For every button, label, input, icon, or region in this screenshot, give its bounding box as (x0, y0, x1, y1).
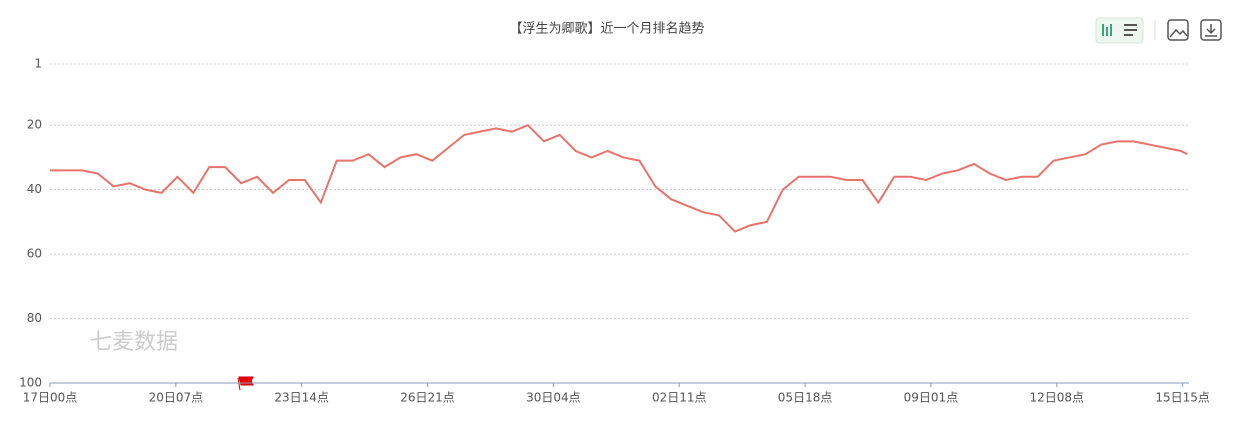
x-tick-label: 09日01点 (904, 391, 959, 405)
y-tick-label: 60 (27, 247, 42, 261)
toolbar (1095, 17, 1222, 44)
save-image-button[interactable] (1167, 19, 1189, 41)
y-tick-label: 1 (34, 57, 42, 71)
x-tick-label: 23日14点 (274, 391, 329, 405)
y-tick-label: 100 (19, 376, 42, 390)
list-icon (1124, 24, 1137, 36)
download-button[interactable] (1200, 19, 1222, 41)
watermark: 七麦数据 (90, 330, 178, 355)
x-tick-label: 12日08点 (1030, 391, 1085, 405)
y-tick-label: 80 (27, 311, 42, 325)
x-tick-label: 17日00点 (23, 391, 78, 405)
x-tick-label: 02日11点 (652, 391, 707, 405)
chart-title: 【浮生为卿歌】近一个月排名趋势 (509, 21, 704, 37)
bar-icon (1102, 24, 1112, 36)
x-tick-label: 05日18点 (778, 391, 833, 405)
x-tick-label: 20日07点 (149, 391, 204, 405)
y-tick-label: 40 (27, 182, 42, 196)
x-tick-label: 26日21点 (400, 391, 455, 405)
y-tick-label: 20 (27, 118, 42, 132)
download-icon (1205, 24, 1217, 37)
line (50, 124, 1188, 233)
x-tick-label: 15日15点 (1155, 391, 1210, 405)
x-tick-label: 30日04点 (526, 391, 581, 405)
image-icon (1169, 28, 1188, 38)
